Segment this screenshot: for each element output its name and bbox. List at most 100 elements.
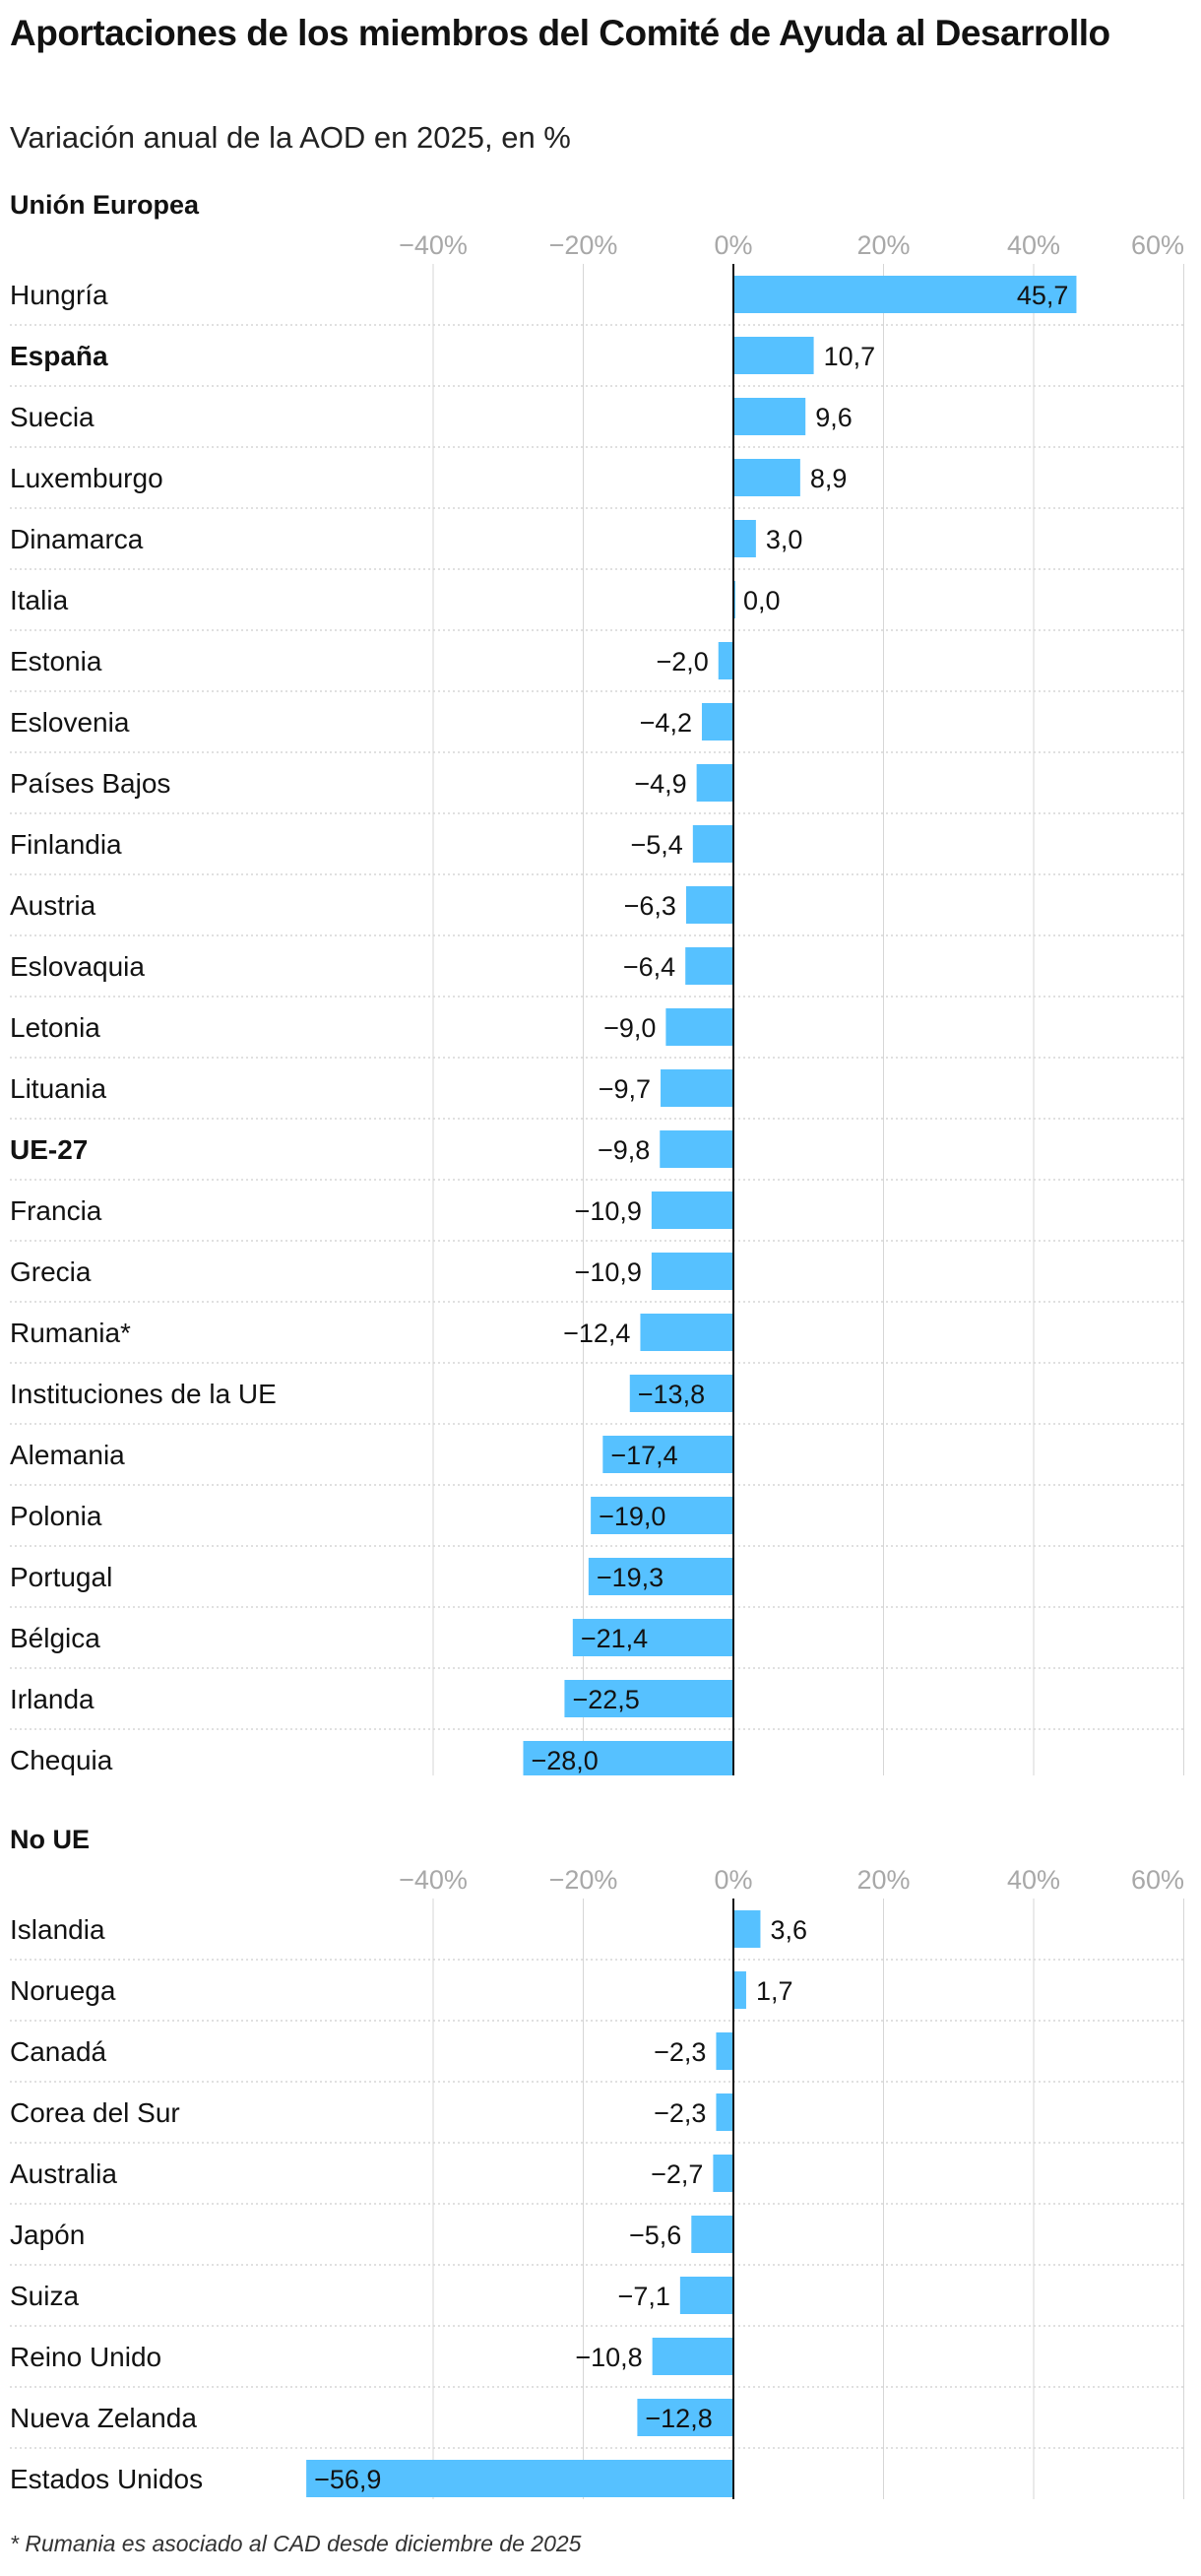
category-label-alemania: Alemania: [10, 1440, 125, 1470]
category-label-austria: Austria: [10, 890, 96, 921]
bar-espana: [733, 337, 814, 374]
bar-hungria: [733, 276, 1077, 313]
category-label-chequia: Chequia: [10, 1745, 113, 1775]
category-label-rumania: Rumania*: [10, 1318, 131, 1348]
bar-rumania: [640, 1314, 733, 1351]
bar-japon: [691, 2216, 733, 2253]
category-label-reino-unido: Reino Unido: [10, 2342, 161, 2372]
category-label-espana: España: [10, 341, 108, 371]
category-label-finlandia: Finlandia: [10, 829, 122, 860]
bar-belgica: [572, 1619, 733, 1656]
value-label-australia: −2,7: [651, 2159, 703, 2189]
bar-suiza: [679, 2277, 733, 2314]
bar-chart-eu: −40% −20% 0% 20% 40% 60% Hungría 45,7 España 10,7…: [10, 230, 1184, 1775]
category-label-noruega: Noruega: [10, 1975, 116, 2006]
category-label-lituania: Lituania: [10, 1073, 107, 1104]
value-label-hungria: 45,7: [1017, 281, 1069, 310]
category-label-polonia: Polonia: [10, 1501, 102, 1531]
category-label-suecia: Suecia: [10, 402, 95, 432]
bar-eslovaquia: [685, 947, 733, 985]
value-label-luxemburgo: 8,9: [810, 464, 848, 493]
value-label-lituania: −9,7: [599, 1074, 651, 1104]
value-label-espana: 10,7: [824, 342, 876, 371]
bar-luxemburgo: [733, 459, 800, 496]
bar-ue-27: [660, 1130, 733, 1168]
value-label-japon: −5,6: [629, 2221, 681, 2250]
value-label-chequia: −28,0: [532, 1746, 599, 1775]
value-label-suecia: 9,6: [815, 403, 853, 432]
section-title-non-eu: No UE: [10, 1825, 90, 1854]
value-label-nueva-zelanda: −12,8: [645, 2404, 712, 2433]
bar-irlanda: [564, 1680, 733, 1717]
value-label-irlanda: −22,5: [572, 1685, 639, 1714]
value-label-estados-unidos: −56,9: [314, 2465, 381, 2494]
x-tick-label: −20%: [549, 230, 618, 260]
bar-francia: [651, 1191, 733, 1229]
value-label-reino-unido: −10,8: [575, 2343, 642, 2372]
category-label-paises-bajos: Países Bajos: [10, 768, 170, 799]
value-label-islandia: 3,6: [770, 1915, 807, 1945]
bar-austria: [685, 886, 733, 924]
bar-lituania: [661, 1069, 733, 1107]
bar-letonia: [665, 1008, 733, 1046]
value-label-paises-bajos: −4,9: [634, 769, 686, 799]
x-tick-label: −20%: [549, 1865, 618, 1895]
category-label-japon: Japón: [10, 2220, 85, 2250]
category-label-dinamarca: Dinamarca: [10, 524, 144, 554]
chart-title: Aportaciones de los miembros del Comité …: [10, 13, 1110, 53]
bar-estados-unidos: [306, 2460, 733, 2497]
category-label-luxemburgo: Luxemburgo: [10, 463, 163, 493]
bar-polonia: [591, 1497, 733, 1534]
value-label-rumania: −12,4: [563, 1319, 630, 1348]
category-label-italia: Italia: [10, 585, 69, 615]
bar-suecia: [733, 398, 806, 435]
category-label-eslovenia: Eslovenia: [10, 707, 130, 738]
category-label-estonia: Estonia: [10, 646, 102, 676]
bar-islandia: [733, 1910, 761, 1948]
bar-noruega: [733, 1971, 746, 2009]
bar-paises-bajos: [696, 764, 733, 802]
value-label-ue-27: −9,8: [598, 1135, 650, 1165]
section-title-eu: Unión Europea: [10, 190, 200, 220]
value-label-eslovenia: −4,2: [640, 708, 692, 738]
bar-corea-del-sur: [716, 2093, 733, 2131]
value-label-suiza: −7,1: [618, 2282, 670, 2311]
value-label-finlandia: −5,4: [631, 830, 683, 860]
category-label-islandia: Islandia: [10, 1914, 105, 1945]
value-label-corea-del-sur: −2,3: [654, 2098, 706, 2128]
x-tick-label: −40%: [399, 1865, 468, 1895]
bar-australia: [713, 2155, 733, 2192]
bar-estonia: [718, 642, 733, 679]
bar-chequia: [523, 1741, 733, 1775]
x-tick-label: 20%: [856, 230, 910, 260]
category-label-nueva-zelanda: Nueva Zelanda: [10, 2403, 197, 2433]
category-label-instituciones-de-la-ue: Instituciones de la UE: [10, 1379, 277, 1409]
category-label-portugal: Portugal: [10, 1562, 112, 1592]
bar-eslovenia: [701, 703, 733, 741]
bar-finlandia: [692, 825, 733, 863]
x-tick-label: −40%: [399, 230, 468, 260]
x-tick-label: 40%: [1007, 1865, 1060, 1895]
bar-instituciones-de-la-ue: [629, 1375, 733, 1412]
x-tick-label: 60%: [1131, 1865, 1184, 1895]
x-tick-label: 40%: [1007, 230, 1060, 260]
bar-reino-unido: [652, 2338, 733, 2375]
category-label-letonia: Letonia: [10, 1012, 100, 1043]
value-label-letonia: −9,0: [603, 1013, 656, 1043]
category-label-canada: Canadá: [10, 2036, 107, 2067]
category-label-grecia: Grecia: [10, 1256, 92, 1287]
bar-portugal: [588, 1558, 733, 1595]
bar-grecia: [651, 1253, 733, 1290]
value-label-austria: −6,3: [624, 891, 676, 921]
value-label-alemania: −17,4: [610, 1441, 677, 1470]
value-label-francia: −10,9: [575, 1196, 642, 1226]
value-label-portugal: −19,3: [597, 1563, 664, 1592]
category-label-estados-unidos: Estados Unidos: [10, 2464, 203, 2494]
value-label-noruega: 1,7: [756, 1976, 793, 2006]
category-label-belgica: Bélgica: [10, 1623, 100, 1653]
x-tick-label: 0%: [714, 1865, 752, 1895]
category-label-ue-27: UE-27: [10, 1134, 88, 1165]
bar-dinamarca: [733, 520, 756, 557]
value-label-eslovaquia: −6,4: [623, 952, 675, 982]
chart-subtitle: Variación anual de la AOD en 2025, en %: [10, 120, 571, 155]
